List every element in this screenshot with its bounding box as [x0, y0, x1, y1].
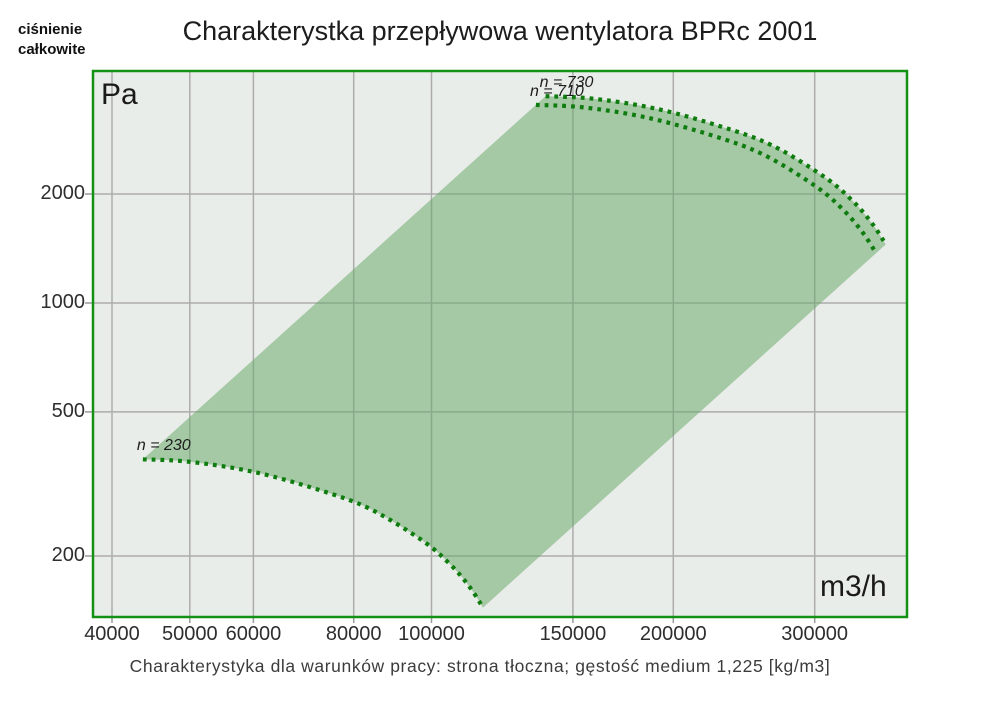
plot-frame	[91, 69, 909, 619]
curve-label-n230: n = 230	[136, 437, 191, 455]
curve-label-n710: n = 710	[529, 82, 584, 100]
x-tick-label: 40000	[84, 623, 140, 645]
y-axis-title: ciśnienie całkowite	[18, 20, 86, 61]
y-tick-label: 200	[51, 544, 85, 566]
curve-label-n730: n = 730	[539, 74, 594, 92]
y-axis-title-line2: całkowite	[18, 41, 86, 59]
x-tick-label: 200000	[639, 623, 707, 645]
y-tick-label: 2000	[40, 182, 86, 204]
x-tick-label: 80000	[325, 623, 382, 645]
y-axis-title-line1: ciśnienie	[18, 21, 83, 38]
x-tick-label: 50000	[162, 623, 218, 645]
x-tick-label: 100000	[398, 623, 465, 645]
x-tick-label: 60000	[225, 623, 282, 645]
y-axis-unit-label: Pa	[101, 78, 138, 111]
speed-curve-730	[545, 94, 888, 246]
x-axis-unit-label: m3/h	[820, 570, 887, 603]
speed-curve-710	[535, 102, 878, 255]
y-tick-label: 1000	[40, 290, 86, 313]
chart-title: Charakterystka przepływowa wentylatora B…	[182, 16, 818, 46]
operating-envelope-fill	[142, 96, 886, 608]
chart-caption: Charakterystyka dla warunków pracy: stro…	[129, 656, 831, 676]
y-tick-label: 500	[51, 399, 85, 422]
speed-curve-230	[142, 457, 485, 609]
x-tick-label: 150000	[539, 623, 607, 645]
x-tick-label: 300000	[781, 623, 849, 645]
